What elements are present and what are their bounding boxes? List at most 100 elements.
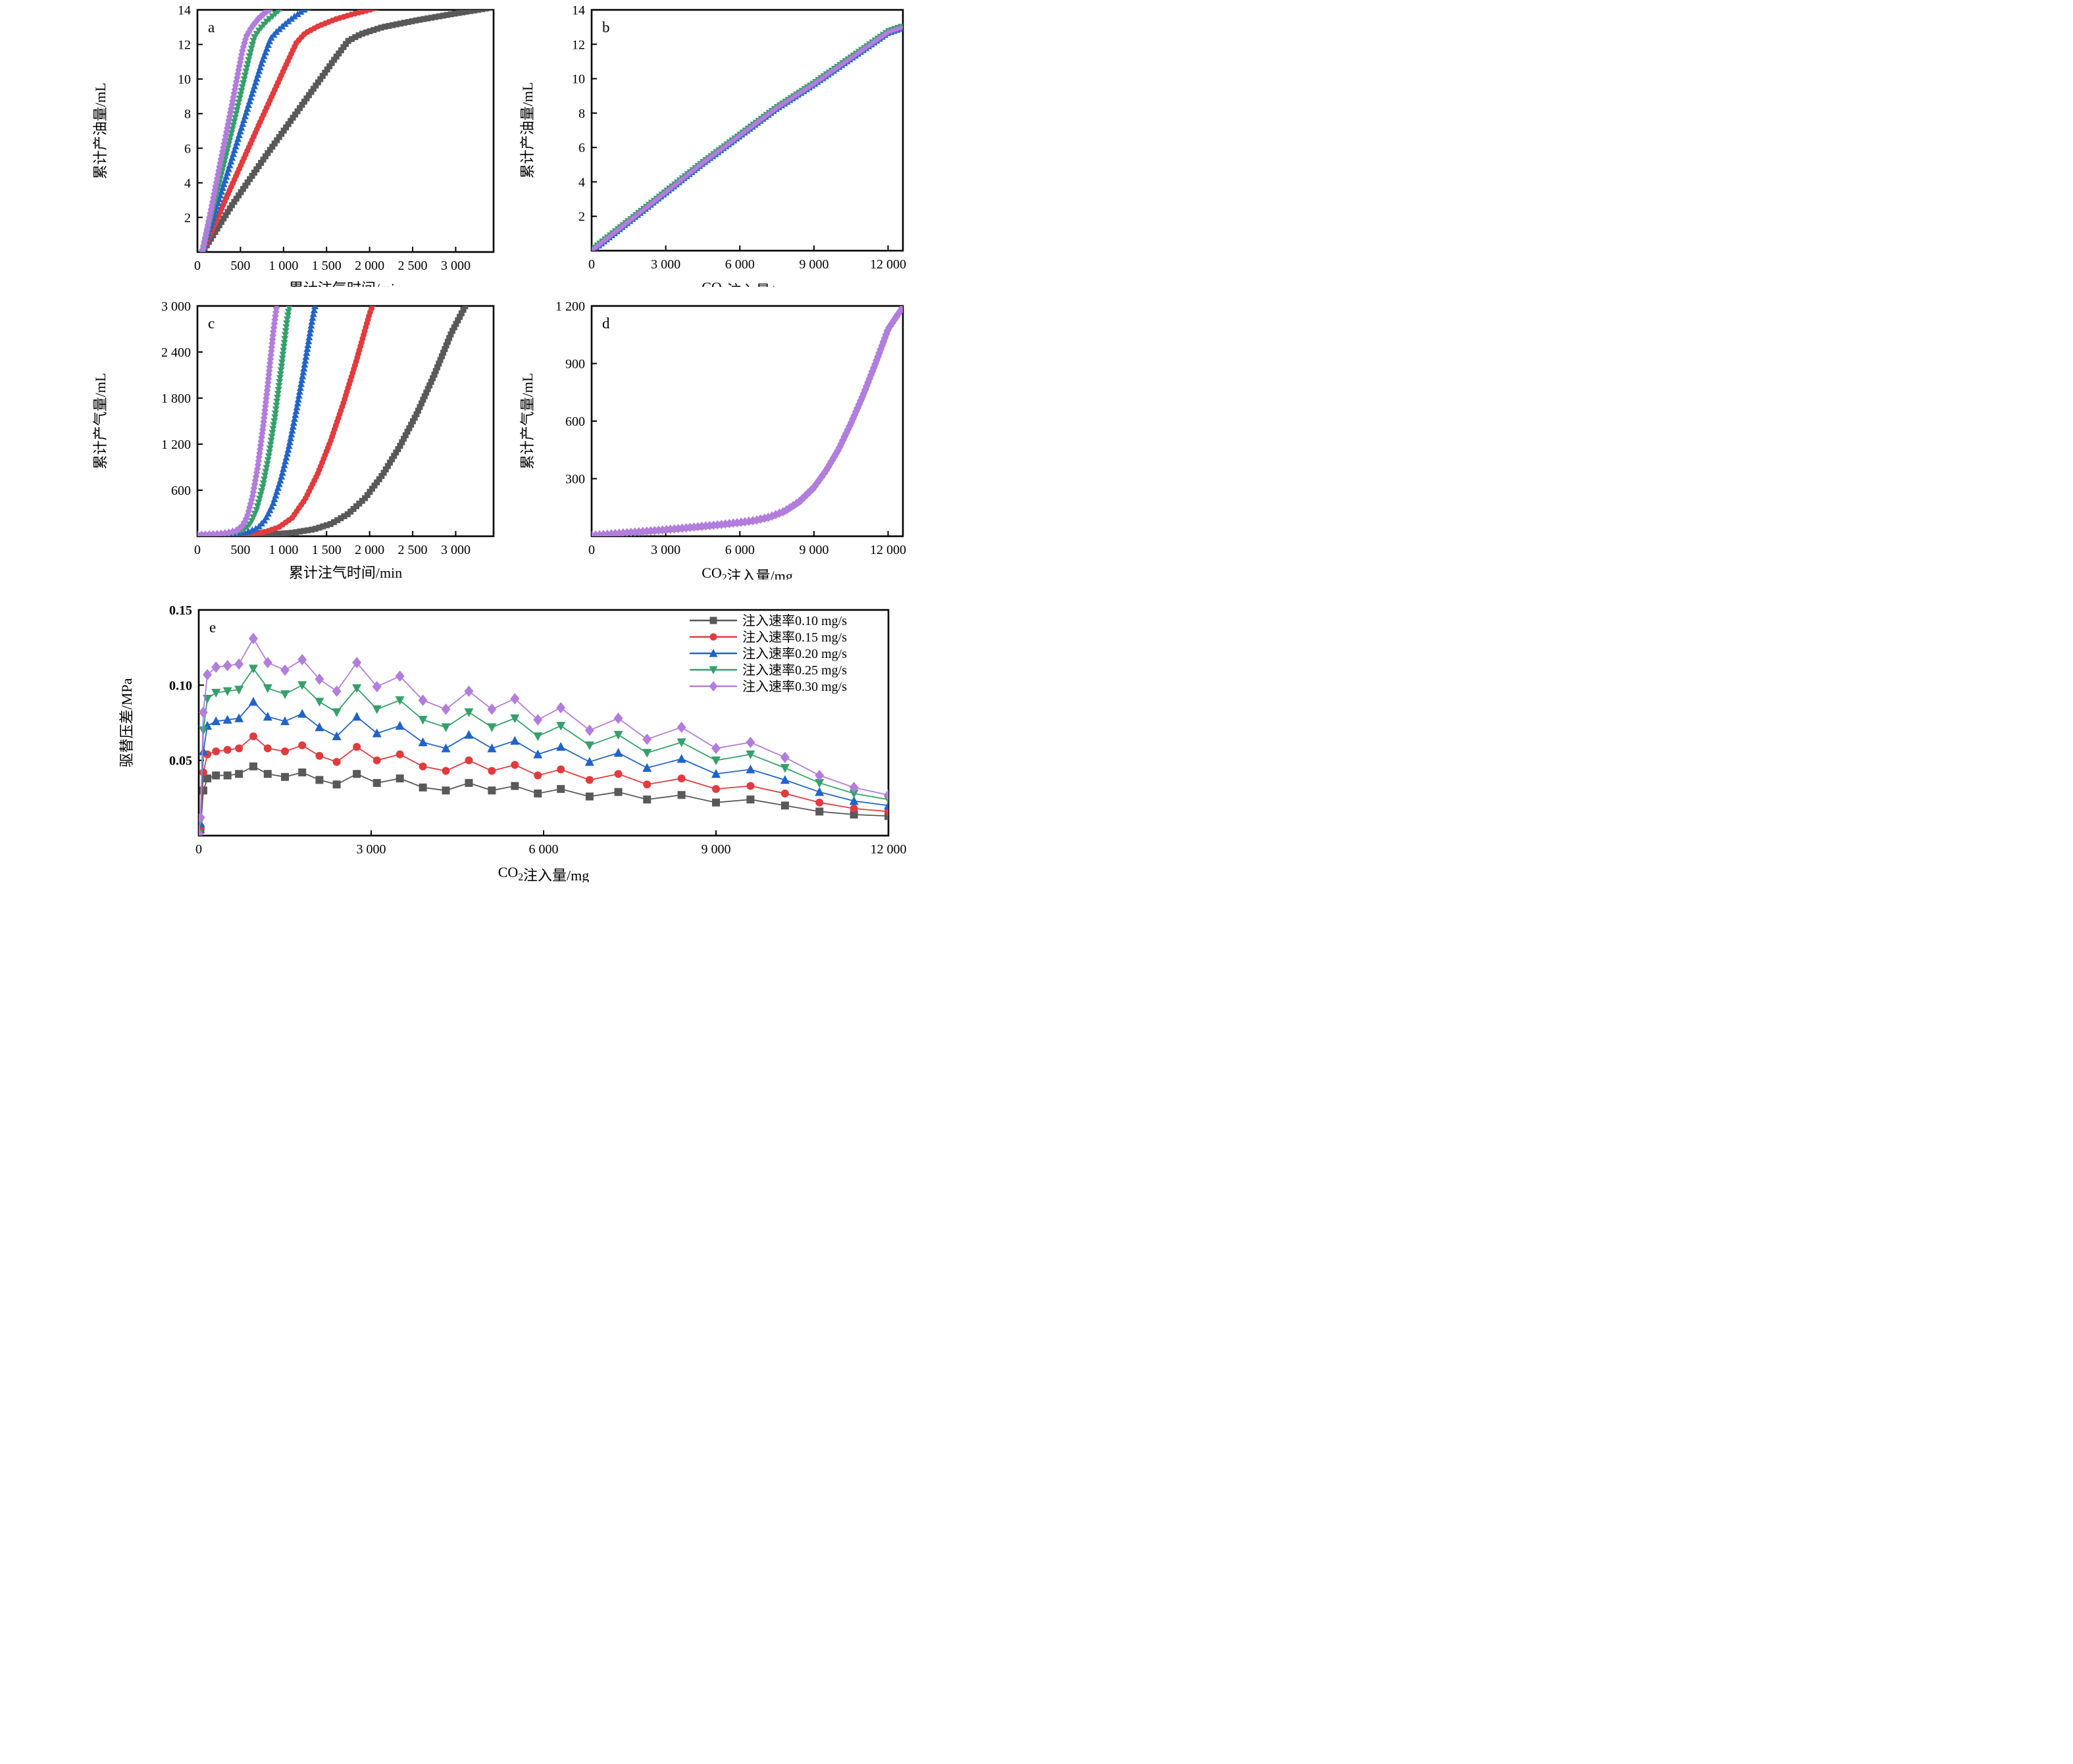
triangle-down-marker [556,722,566,731]
square-marker [281,530,288,536]
diamond-marker [218,151,226,160]
triangle-up-marker [266,506,274,513]
triangle-down-marker [709,666,718,674]
triangle-down-marker [272,410,280,417]
square-marker [459,10,466,16]
diamond-marker [632,213,638,220]
x-tick-label: 12 000 [871,842,907,857]
y-axis-label-d: 累计产气量/mL [519,373,536,470]
diamond-marker [215,166,222,175]
square-marker [310,86,317,92]
triangle-down-marker [245,57,253,64]
square-marker [413,17,419,24]
square-marker [408,422,415,428]
diamond-marker [259,425,267,434]
square-marker [233,195,240,202]
x-axis-label-e: CO2注入量/mg [498,864,590,882]
diamond-marker [707,153,713,161]
axes-e: 0 3 000 6 000 9 000 12 000 0.05 0.10 0.15 [169,603,907,857]
square-marker [317,76,324,82]
diamond-marker [251,476,259,485]
triangle-down-marker [241,72,249,80]
triangle-up-marker [283,449,291,457]
series-rate-0.15 [199,732,888,836]
square-marker [467,10,474,14]
diamond-marker [592,245,597,251]
series-rate-0.30 [592,306,903,536]
diamond-marker [842,59,848,66]
triangle-down-marker [275,383,283,390]
square-marker [746,795,755,804]
triangle-up-marker [332,731,342,741]
diamond-marker [663,188,669,195]
circle-marker [332,757,341,766]
square-marker [396,774,404,783]
triangle-down-marker [242,68,250,76]
series-rate-0.30 [592,24,903,251]
diamond-marker [815,78,821,85]
square-marker [322,69,328,76]
triangle-up-marker [227,158,235,165]
diamond-marker [887,319,896,329]
square-marker [290,114,296,121]
square-marker [436,361,442,367]
diamond-marker [199,706,208,718]
x-tick-label: 2 500 [398,259,428,273]
triangle-up-marker [312,299,319,305]
triangle-up-marker [613,747,623,757]
diamond-marker [856,49,861,57]
triangle-up-marker [290,13,298,20]
diamond-marker [687,170,693,177]
diamond-marker [784,97,790,105]
y-tick-label: 10 [178,72,191,87]
square-marker [440,349,447,356]
circle-marker [850,804,858,813]
x-tick-label: 3 000 [651,543,680,557]
triangle-up-marker [299,368,307,376]
triangle-down-marker [280,690,290,699]
diamond-marker [216,163,223,172]
x-tick-label: 2 500 [398,543,428,557]
square-marker [285,121,292,128]
square-marker [343,41,349,47]
triangle-up-marker [263,45,270,52]
diamond-marker [741,517,749,527]
diamond-marker [827,456,836,466]
triangle-up-marker [264,41,272,48]
diamond-marker [690,168,696,175]
square-marker [585,792,594,801]
triangle-up-marker [309,314,317,321]
diamond-marker [236,524,243,533]
triangle-up-marker [234,135,242,142]
diamond-marker [264,382,271,391]
triangle-down-marker [255,499,263,507]
triangle-up-marker [268,503,276,510]
diamond-marker [252,472,260,481]
triangle-down-marker [263,465,270,472]
diamond-marker [700,159,705,166]
square-marker [417,404,423,411]
diamond-marker [236,58,244,67]
circle-marker [376,10,380,11]
circle-marker [263,744,272,753]
square-marker [220,215,227,222]
circle-marker [709,633,717,641]
square-marker [614,788,623,796]
diamond-marker [648,200,654,207]
diamond-marker [242,514,250,523]
triangle-up-marker [280,465,288,472]
square-marker [850,810,858,819]
x-tick-label: 1 000 [269,259,298,273]
y-tick-label: 600 [565,415,585,429]
diamond-marker [213,178,220,187]
diamond-marker [709,681,718,692]
square-marker [511,782,519,790]
panel-letter-d: d [602,315,610,332]
panel-b-chart: 0 3 000 6 000 9 000 12 000 2 4 6 8 10 12 14 CO2注入量/m… [518,0,1036,287]
triangle-up-marker [294,395,302,403]
triangle-up-marker [270,495,278,503]
square-marker [223,771,232,780]
diamond-marker [777,103,782,110]
triangle-down-marker [247,49,255,57]
